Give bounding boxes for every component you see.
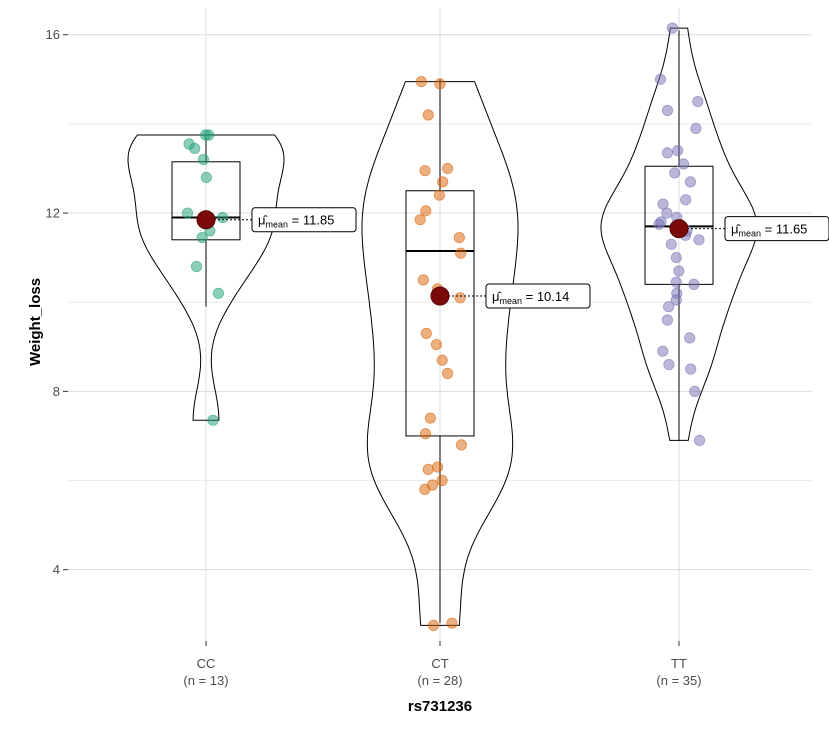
data-point-TT bbox=[692, 96, 704, 108]
data-point-TT bbox=[661, 104, 674, 117]
data-point-CC bbox=[181, 207, 194, 219]
data-point-CT bbox=[431, 461, 444, 473]
data-point-CC bbox=[200, 171, 212, 183]
data-point-TT bbox=[661, 207, 673, 219]
mean-label-CT: μ̂mean = 10.14 bbox=[492, 289, 569, 306]
data-point-CT bbox=[414, 214, 426, 226]
data-point-TT bbox=[662, 301, 675, 313]
data-point-TT bbox=[672, 145, 684, 157]
mean-layer: μ̂mean = 11.85 μ̂mean = 10.14 μ̂mean = 11.… bbox=[196, 207, 829, 309]
data-point-CT bbox=[441, 367, 454, 380]
data-point-CT bbox=[430, 338, 442, 351]
data-point-CT bbox=[436, 354, 448, 366]
x-tick-label-TT: TT bbox=[671, 656, 687, 671]
data-point-CT bbox=[437, 176, 449, 188]
data-point-TT bbox=[669, 167, 681, 179]
mean-label-box-CC bbox=[251, 207, 357, 233]
data-point-CT bbox=[427, 619, 440, 632]
box-layer bbox=[171, 30, 714, 624]
data-point-TT bbox=[670, 252, 682, 264]
axis-layer: 4 8 12 16 CC (n = 13) CT (n = 28) TT (n = 35) bbox=[46, 27, 702, 688]
data-point-TT bbox=[663, 358, 675, 371]
data-point-TT bbox=[654, 73, 667, 85]
data-point-CC bbox=[207, 414, 219, 426]
x-tick-label-CT: CT bbox=[431, 656, 448, 671]
violin-CC bbox=[127, 134, 285, 421]
n-label-CT: (n = 28) bbox=[417, 673, 462, 688]
data-point-CT bbox=[417, 274, 429, 286]
data-point-CC bbox=[189, 142, 201, 154]
data-point-CT bbox=[420, 327, 432, 339]
x-axis-title: rs731236 bbox=[408, 698, 472, 715]
mean-label-TT: μ̂mean = 11.65 bbox=[731, 222, 807, 239]
data-point-CT bbox=[436, 474, 448, 487]
data-point-TT bbox=[657, 345, 669, 357]
data-point-CT bbox=[434, 78, 446, 90]
data-point-TT bbox=[693, 434, 706, 446]
data-point-CC bbox=[217, 211, 229, 224]
data-point-CT bbox=[419, 483, 431, 495]
data-point-CT bbox=[422, 109, 434, 121]
violin-layer bbox=[127, 27, 758, 626]
data-point-TT bbox=[666, 22, 679, 34]
data-point-CT bbox=[433, 189, 445, 201]
data-point-CT bbox=[455, 439, 467, 451]
data-point-TT bbox=[685, 363, 697, 375]
data-point-CC bbox=[212, 287, 224, 299]
data-point-TT bbox=[673, 265, 685, 277]
data-point-CT bbox=[453, 232, 465, 244]
mean-point-TT bbox=[669, 219, 689, 239]
point-layer bbox=[181, 22, 706, 632]
mean-point-CC bbox=[196, 210, 216, 230]
data-point-CT bbox=[455, 247, 467, 259]
mean-point-CT bbox=[430, 286, 450, 306]
x-tick-label-CC: CC bbox=[197, 656, 216, 671]
mean-label-box-TT bbox=[724, 216, 829, 242]
data-point-TT bbox=[684, 332, 696, 344]
n-label-CC: (n = 13) bbox=[183, 673, 228, 688]
data-point-CT bbox=[424, 412, 436, 424]
data-point-TT bbox=[661, 147, 674, 159]
data-point-CT bbox=[420, 205, 432, 217]
data-point-CT bbox=[422, 463, 434, 475]
data-point-CT bbox=[441, 162, 454, 175]
data-point-TT bbox=[688, 278, 700, 290]
data-point-TT bbox=[670, 294, 682, 306]
y-tick-label: 12 bbox=[46, 206, 60, 221]
data-point-TT bbox=[665, 238, 677, 250]
data-point-CC bbox=[203, 129, 215, 141]
data-point-TT bbox=[653, 218, 665, 230]
data-point-CC bbox=[196, 232, 208, 244]
data-point-CC bbox=[197, 154, 210, 166]
y-tick-label: 4 bbox=[53, 562, 60, 577]
data-point-TT bbox=[690, 122, 702, 134]
data-point-CT bbox=[415, 76, 427, 88]
y-axis-title: Weight_loss bbox=[27, 278, 44, 366]
data-point-CC bbox=[190, 260, 203, 273]
y-tick-label: 16 bbox=[46, 27, 60, 42]
mean-label-box-CT bbox=[485, 283, 591, 309]
data-point-TT bbox=[680, 194, 692, 206]
data-point-TT bbox=[693, 234, 705, 246]
violin-CT bbox=[361, 81, 519, 626]
data-point-TT bbox=[689, 385, 701, 397]
mean-label-CC: μ̂mean = 11.85 bbox=[258, 213, 334, 230]
data-point-TT bbox=[684, 176, 697, 188]
data-point-CT bbox=[419, 428, 432, 440]
data-point-CT bbox=[446, 617, 458, 629]
data-point-TT bbox=[670, 276, 682, 288]
y-tick-label: 8 bbox=[53, 384, 60, 399]
data-point-TT bbox=[661, 314, 674, 326]
data-point-CT bbox=[419, 165, 431, 177]
n-label-TT: (n = 35) bbox=[656, 673, 701, 688]
data-point-CT bbox=[454, 292, 466, 304]
data-point-TT bbox=[677, 158, 690, 170]
